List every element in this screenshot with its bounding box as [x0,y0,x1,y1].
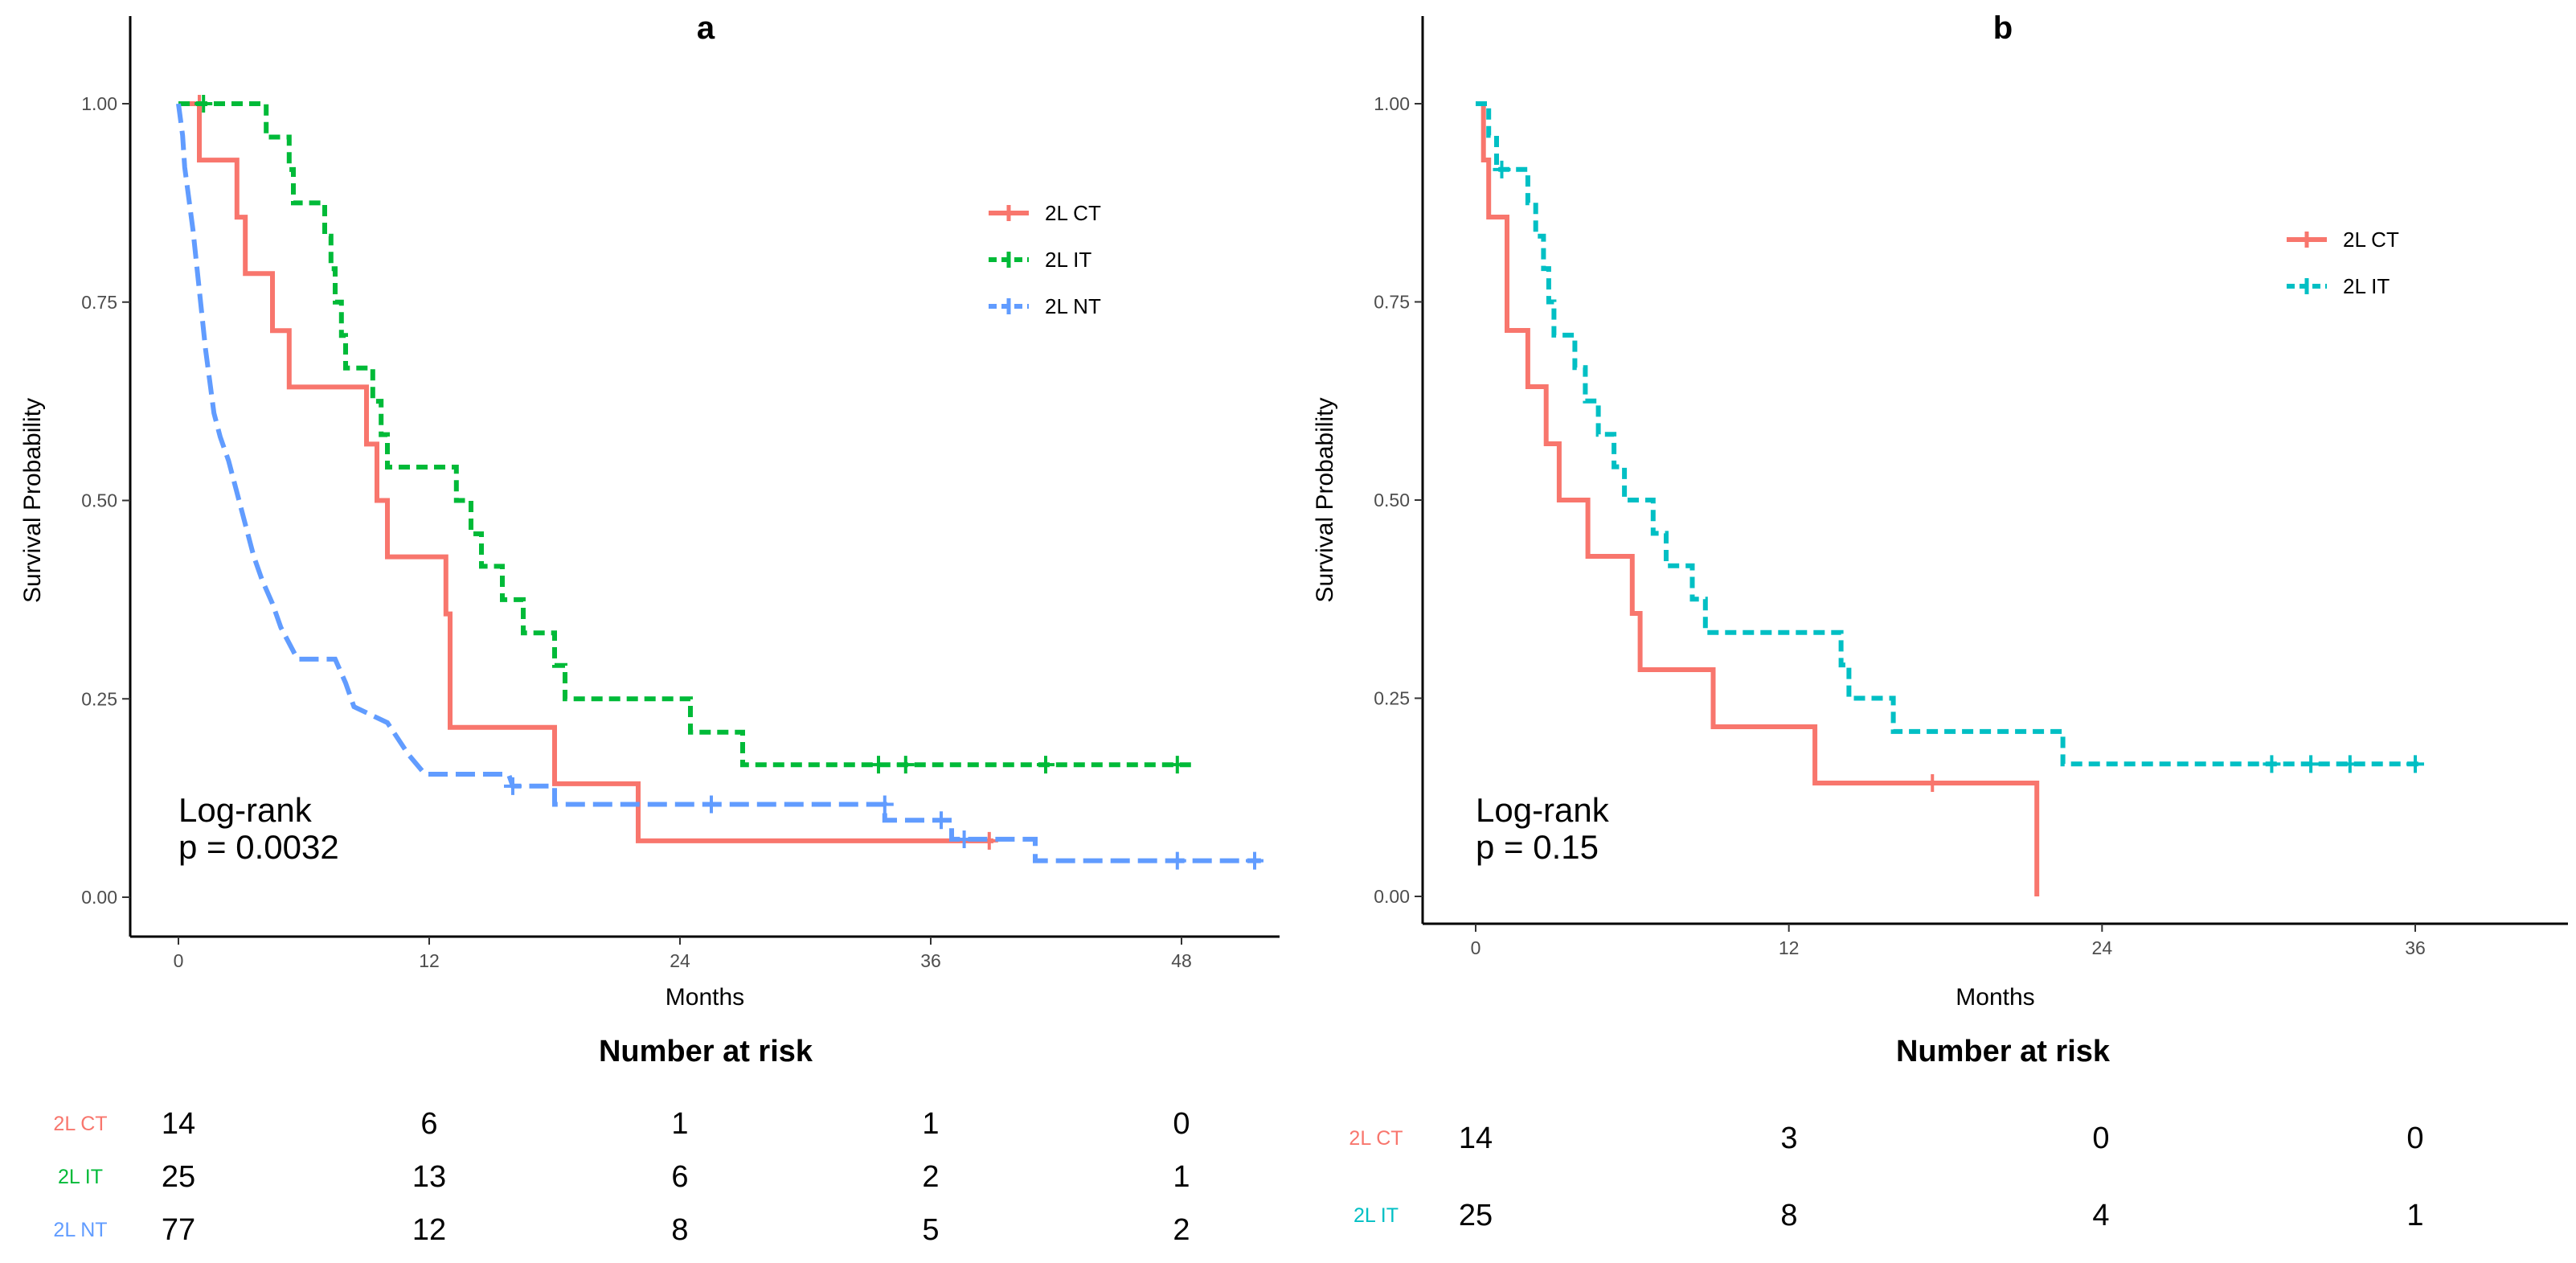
km-curve-2l-ct [1476,101,2040,896]
censor-mark [1037,756,1055,774]
y-tick-label: 0.50 [1374,490,1410,511]
risk-count: 25 [1459,1199,1493,1232]
censor-mark [702,795,720,814]
risk-count: 13 [412,1160,446,1194]
logrank-label: Log-rank [1476,791,1610,829]
y-axis-label: Survival Probability [1312,397,1338,602]
risk-count: 5 [922,1213,939,1247]
risk-count: 1 [2406,1199,2423,1232]
x-tick-label: 0 [174,950,184,971]
y-tick-label: 0.50 [81,490,117,511]
censor-mark [2302,755,2320,773]
x-axis-label: Months [666,984,744,1011]
risk-row-label: 2L NT [53,1219,107,1241]
censor-mark [896,756,915,774]
logrank-label: Log-rank [178,791,313,829]
risk-count: 14 [1459,1122,1493,1155]
y-tick-label: 0.00 [81,887,117,908]
risk-row-label: 2L IT [58,1166,103,1188]
censor-mark [504,777,522,795]
risk-count: 25 [162,1160,195,1194]
y-tick-label: 1.00 [1374,93,1410,114]
legend-label: 2L IT [2343,274,2390,298]
censor-mark [1168,851,1186,870]
censor-mark [955,830,973,848]
x-tick-label: 12 [419,950,440,971]
p-value-label: p = 0.0032 [178,828,339,866]
risk-count: 0 [1173,1107,1190,1141]
risk-row-label: 2L IT [1354,1204,1399,1227]
risk-row-label: 2L CT [1349,1127,1403,1150]
censor-mark [2263,755,2281,773]
y-tick-label: 0.00 [1374,886,1410,907]
risk-count: 1 [922,1107,939,1141]
censor-mark [2341,755,2359,773]
risk-count: 4 [2092,1199,2109,1232]
censor-mark [875,795,894,814]
y-tick-label: 0.25 [1374,688,1410,709]
p-value-label: p = 0.15 [1476,828,1599,866]
risk-count: 3 [1780,1122,1797,1155]
risk-count: 2 [922,1160,939,1194]
y-tick-label: 0.75 [81,292,117,313]
x-tick-label: 36 [2405,937,2426,958]
legend-label: 2L CT [1045,201,1101,225]
y-axis-label: Survival Probability [19,398,46,603]
censor-mark [870,756,887,774]
legend-label: 2L IT [1045,248,1091,272]
risk-count: 14 [162,1107,195,1141]
risk-count: 12 [412,1213,446,1247]
risk-count: 0 [2406,1122,2423,1155]
risk-row-label: 2L CT [53,1113,107,1135]
risk-count: 8 [1780,1199,1797,1232]
risk-table-title: Number at risk [1896,1035,2111,1068]
risk-count: 6 [671,1160,688,1194]
censor-mark [1246,851,1263,870]
risk-count: 1 [1173,1160,1190,1194]
risk-table-title: Number at risk [599,1035,813,1068]
x-tick-label: 48 [1171,950,1192,971]
censor-mark [1923,774,1942,793]
risk-count: 2 [1173,1213,1190,1247]
censor-mark [2406,755,2424,773]
risk-count: 1 [671,1107,688,1141]
censor-mark [1168,756,1186,774]
censor-mark [1493,160,1511,178]
risk-count: 8 [671,1213,688,1247]
x-axis-label: Months [1956,984,2034,1011]
censor-mark [932,811,950,830]
censor-mark [195,95,213,113]
x-tick-label: 24 [670,950,690,971]
risk-count: 6 [420,1107,437,1141]
y-tick-label: 0.75 [1374,292,1410,313]
x-tick-label: 24 [2092,937,2113,958]
legend-label: 2L NT [1045,294,1101,318]
km-curve-2l-it [178,101,1192,768]
chart-title: b [1993,10,2013,46]
chart-title: a [697,10,715,46]
y-tick-label: 1.00 [81,93,117,114]
x-tick-label: 0 [1471,937,1481,958]
km-curve-2l-nt [176,103,1261,863]
panel-b: b 0.00 0.25 0.50 0.75 1.00 0 12 24 36 Months Surviv… [1312,10,2568,1232]
x-tick-label: 36 [920,950,941,971]
km-curve-2l-it [1476,101,2421,767]
risk-count: 0 [2092,1122,2109,1155]
risk-count: 77 [162,1213,195,1247]
km-curve-2l-ct [178,101,993,843]
y-tick-label: 0.25 [81,688,117,709]
panel-a: a0.000.250.500.751.000 12 24 36 48MonthsSurv… [19,10,1280,1247]
legend-label: 2L CT [2343,228,2399,252]
x-tick-label: 12 [1779,937,1800,958]
